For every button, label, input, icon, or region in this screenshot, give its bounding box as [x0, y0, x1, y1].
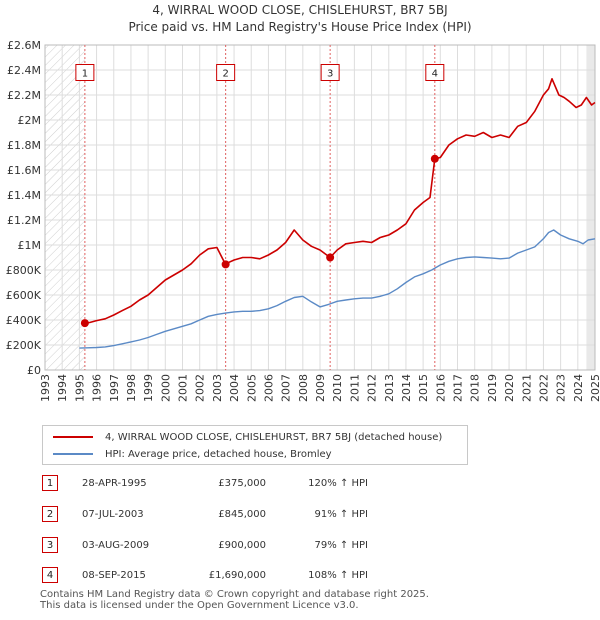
sale-hpi-change: 108% ↑ HPI — [308, 570, 368, 581]
table-row: 2 07-JUL-2003 £845,000 91% ↑ HPI — [42, 506, 462, 526]
y-tick-label: £1.4M — [7, 189, 41, 202]
sale-number-box — [216, 64, 236, 81]
x-tick-label: 2020 — [503, 374, 516, 402]
x-tick-label: 1994 — [56, 374, 69, 402]
x-tick-label: 2015 — [417, 374, 430, 402]
x-tick-label: 2004 — [228, 374, 241, 402]
y-tick-label: £200K — [6, 339, 42, 352]
property-price-line — [84, 78, 596, 324]
y-tick-label: £2.2M — [7, 89, 41, 102]
sale-date: 08-SEP-2015 — [82, 570, 146, 581]
x-tick-label: 2002 — [194, 374, 207, 402]
y-tick-label: £1.8M — [7, 139, 41, 152]
sale-number-label: 2 — [222, 69, 228, 80]
x-tick-label: 2008 — [297, 374, 310, 402]
x-tick-label: 2013 — [383, 374, 396, 402]
y-tick-label: £0 — [27, 364, 41, 377]
table-row: 3 03-AUG-2009 £900,000 79% ↑ HPI — [42, 537, 462, 557]
sale-number-badge: 2 — [42, 506, 58, 522]
y-tick-label: £1.6M — [7, 164, 41, 177]
x-tick-label: 1999 — [142, 374, 155, 402]
sale-number-badge: 3 — [42, 537, 58, 553]
y-tick-label: £800K — [6, 264, 42, 277]
footer-copyright: Contains HM Land Registry data © Crown c… — [40, 589, 429, 600]
sale-hpi-change: 79% ↑ HPI — [314, 540, 368, 551]
sale-hpi-change: 91% ↑ HPI — [314, 509, 368, 520]
sale-price: £375,000 — [218, 478, 266, 489]
x-tick-label: 2016 — [434, 374, 447, 402]
x-tick-label: 2021 — [520, 374, 533, 402]
sale-hpi-change: 120% ↑ HPI — [308, 478, 368, 489]
sale-number-box — [320, 64, 340, 81]
chart-title: 4, WIRRAL WOOD CLOSE, CHISLEHURST, BR7 5… — [152, 3, 448, 17]
x-tick-label: 2022 — [537, 374, 550, 402]
x-tick-label: 2024 — [572, 374, 585, 402]
plot-border — [44, 44, 596, 371]
sale-point — [326, 253, 335, 262]
footer-licence: This data is licensed under the Open Gov… — [40, 600, 359, 611]
x-tick-label: 2009 — [314, 374, 327, 402]
y-tick-label: £2M — [18, 114, 42, 127]
sale-date: 28-APR-1995 — [82, 478, 147, 489]
footer: Contains HM Land Registry data © Crown c… — [40, 589, 429, 611]
sale-point — [430, 154, 439, 163]
y-tick-label: £1M — [18, 239, 42, 252]
legend-line-blue — [53, 453, 93, 455]
x-tick-label: 2014 — [400, 374, 413, 402]
legend-label-hpi: HPI: Average price, detached house, Brom… — [105, 448, 332, 460]
x-tick-label: 2019 — [486, 374, 499, 402]
x-tick-label: 2005 — [245, 374, 258, 402]
legend-line-red — [53, 436, 93, 438]
x-tick-label: 1993 — [39, 374, 52, 402]
price-chart: 1 2 3 4 £0 £200K £400K £600K £800K £1M £1.2M £1.4M £… — [6, 39, 600, 402]
chart-subtitle: Price paid vs. HM Land Registry's House … — [128, 20, 472, 34]
sale-number-badge: 4 — [42, 567, 58, 583]
x-tick-label: 2001 — [177, 374, 190, 402]
legend-label-property: 4, WIRRAL WOOD CLOSE, CHISLEHURST, BR7 5… — [105, 431, 443, 443]
sale-number-box — [75, 64, 95, 81]
y-tick-label: £2.6M — [7, 39, 41, 52]
x-tick-label: 2011 — [348, 374, 361, 402]
legend-item-hpi: HPI: Average price, detached house, Brom… — [53, 446, 332, 462]
table-row: 1 28-APR-1995 £375,000 120% ↑ HPI — [42, 475, 462, 495]
y-tick-label: £600K — [6, 289, 42, 302]
sale-point — [221, 260, 230, 269]
sale-number-label: 1 — [82, 69, 88, 80]
sale-price: £1,690,000 — [208, 570, 266, 581]
x-tick-label: 2000 — [159, 374, 172, 402]
sale-price: £845,000 — [218, 509, 266, 520]
x-tick-label: 2006 — [262, 374, 275, 402]
x-tick-label: 2007 — [280, 374, 293, 402]
future-shaded-region — [586, 45, 595, 370]
x-tick-label: 2018 — [469, 374, 482, 402]
y-tick-label: £400K — [6, 314, 42, 327]
sale-point — [80, 319, 89, 328]
table-row: 4 08-SEP-2015 £1,690,000 108% ↑ HPI — [42, 567, 462, 587]
sale-date: 07-JUL-2003 — [82, 509, 144, 520]
sale-number-label: 3 — [327, 69, 333, 80]
x-tick-label: 2025 — [589, 374, 600, 402]
sale-number-badge: 1 — [42, 475, 58, 491]
sale-date: 03-AUG-2009 — [82, 540, 150, 551]
x-tick-label: 1996 — [91, 374, 104, 402]
hatched-region — [45, 45, 85, 370]
y-tick-label: £2.4M — [7, 64, 41, 77]
x-tick-label: 1998 — [125, 374, 138, 402]
x-tick-label: 2010 — [331, 374, 344, 402]
x-tick-label: 1997 — [108, 374, 121, 402]
chart-legend: 4, WIRRAL WOOD CLOSE, CHISLEHURST, BR7 5… — [42, 425, 468, 465]
x-tick-label: 2003 — [211, 374, 224, 402]
sale-number-box — [425, 64, 445, 81]
hpi-line — [79, 229, 596, 349]
x-tick-label: 1995 — [73, 374, 86, 402]
x-tick-label: 2017 — [452, 374, 465, 402]
legend-item-property: 4, WIRRAL WOOD CLOSE, CHISLEHURST, BR7 5… — [53, 429, 442, 445]
x-tick-label: 2012 — [366, 374, 379, 402]
y-tick-label: £1.2M — [7, 214, 41, 227]
sale-number-label: 4 — [432, 69, 438, 80]
sale-price: £900,000 — [218, 540, 266, 551]
x-tick-label: 2023 — [555, 374, 568, 402]
